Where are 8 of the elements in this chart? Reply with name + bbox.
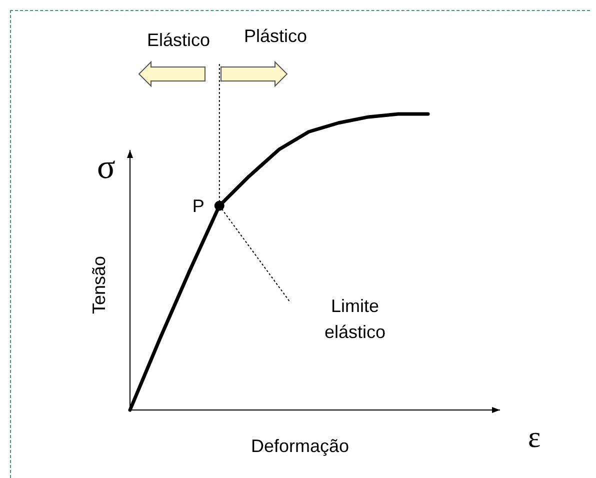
annotation: P xyxy=(192,196,204,216)
text: Elástico xyxy=(147,30,210,50)
x-axis-title: Deformação xyxy=(250,436,350,456)
annotation: σ xyxy=(97,149,116,186)
text: ε xyxy=(528,421,541,454)
y-axis-title: Tensão xyxy=(89,256,109,314)
annotation: Limite elástico xyxy=(324,296,386,342)
text: Plástico xyxy=(244,26,308,46)
